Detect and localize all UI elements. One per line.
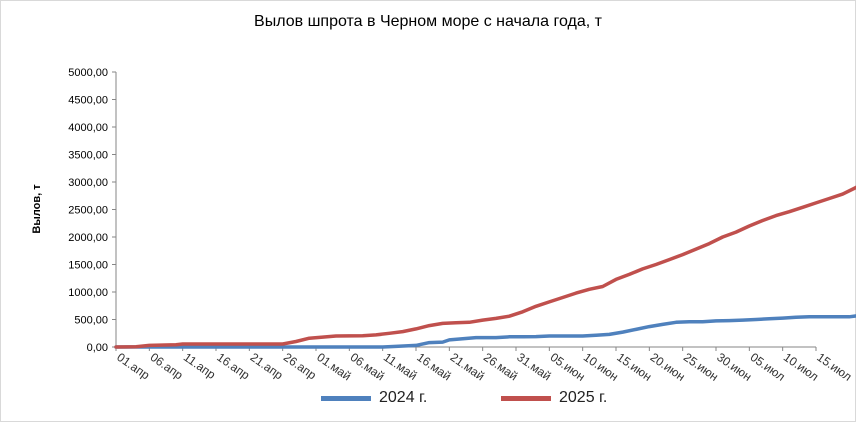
x-tick-label: 06.апр — [148, 350, 186, 383]
legend-item-2025: 2025 г. — [501, 389, 607, 407]
x-tick-label: 11.май — [381, 350, 420, 383]
x-tick-label: 15.июн — [614, 350, 654, 384]
legend: 2024 г. 2025 г. — [1, 389, 855, 413]
y-tick-label: 1500,00 — [68, 260, 108, 272]
legend-label-2024: 2024 г. — [379, 389, 428, 406]
x-tick-label: 15.июл — [814, 350, 854, 384]
legend-item-2024: 2024 г. — [321, 389, 427, 407]
y-tick-label: 3000,00 — [68, 177, 108, 189]
x-tick-label: 05.июл — [748, 350, 788, 384]
x-tick-label: 25.июн — [681, 350, 721, 384]
x-tick-label: 01.апр — [114, 350, 152, 383]
x-tick-label: 31.май — [514, 350, 553, 383]
y-tick-label: 500,00 — [74, 315, 108, 327]
y-tick-label: 0,00 — [87, 342, 108, 354]
y-tick-label: 2500,00 — [68, 205, 108, 217]
x-tick-label: 16.май — [414, 350, 453, 383]
series-line-2024 — [114, 314, 856, 349]
legend-swatch-2024 — [321, 395, 371, 401]
y-tick-label: 4500,00 — [68, 95, 108, 107]
x-tick-label: 05.июн — [548, 350, 588, 384]
series-line-2025 — [114, 185, 856, 349]
y-tick-label: 5000,00 — [68, 67, 108, 79]
x-tick-label: 01.май — [314, 350, 353, 383]
x-tick-label: 16.апр — [214, 350, 252, 383]
x-tick-label: 11.апр — [181, 350, 218, 382]
chart-title: Вылов шпрота в Черном море с начала года… — [254, 13, 602, 30]
y-tick-label: 4000,00 — [68, 122, 108, 134]
legend-swatch-2025 — [501, 395, 551, 401]
x-tick-label: 30.июн — [714, 350, 754, 384]
x-tick-label: 21.апр — [248, 350, 286, 383]
y-tick-label: 2000,00 — [68, 232, 108, 244]
x-tick-label: 21.май — [448, 350, 487, 383]
x-tick-label: 06.май — [348, 350, 387, 383]
x-tick-label: 20.июн — [648, 350, 688, 384]
x-tick-label: 26.апр — [281, 350, 319, 383]
y-tick-label: 3500,00 — [68, 150, 108, 162]
x-tick-label: 10.июл — [781, 350, 821, 384]
y-tick-label: 1000,00 — [68, 287, 108, 299]
legend-label-2025: 2025 г. — [559, 389, 608, 406]
x-tick-label: 26.май — [481, 350, 520, 383]
x-tick-label: 10.июн — [581, 350, 621, 384]
